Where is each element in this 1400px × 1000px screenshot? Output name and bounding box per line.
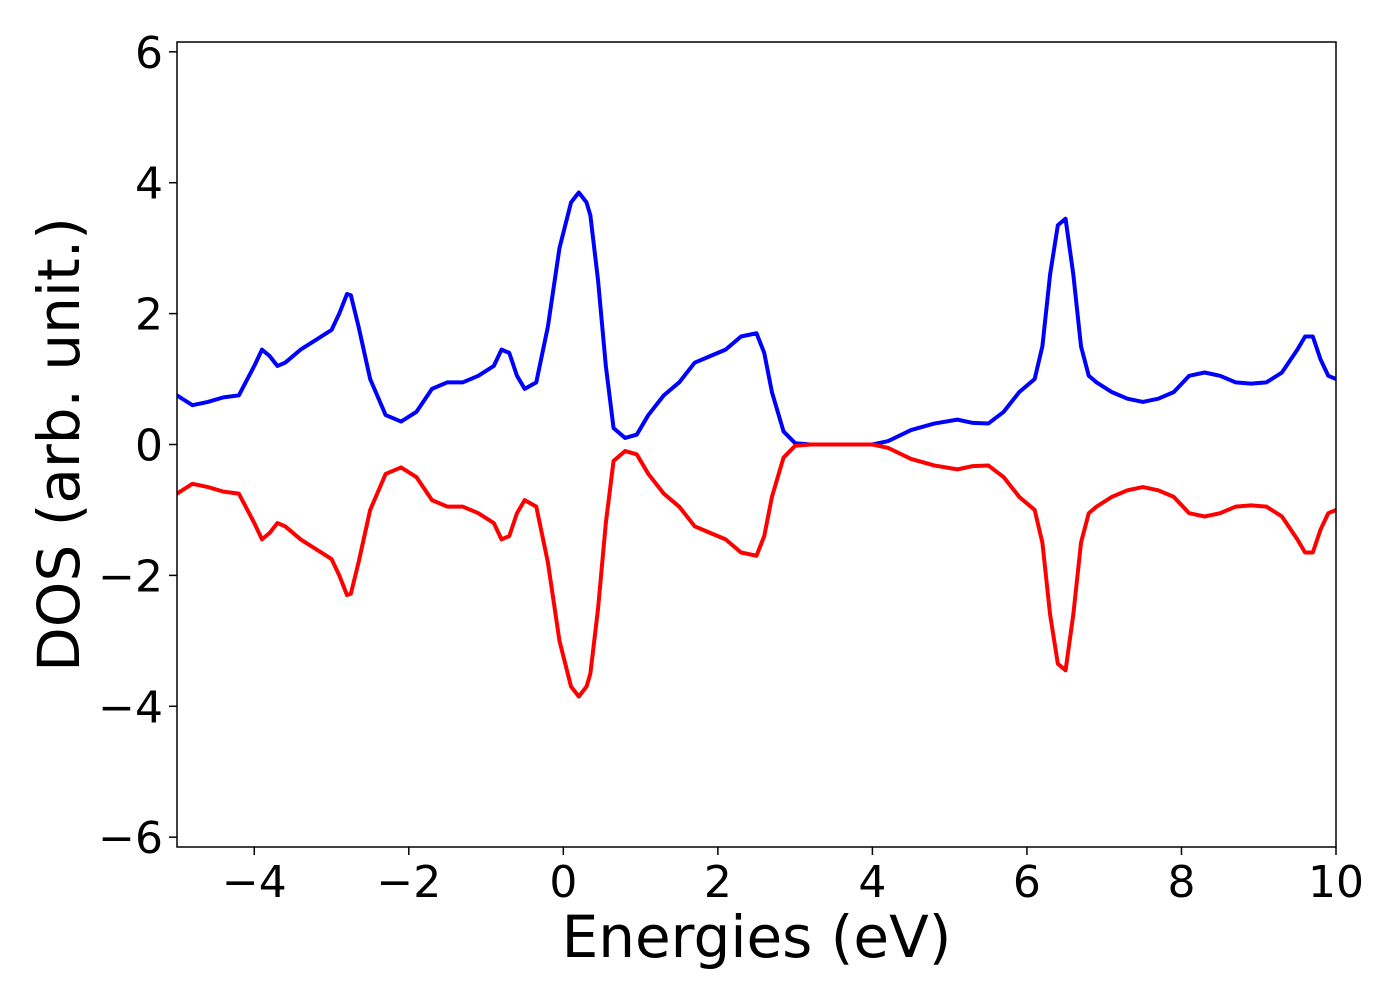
y-tick-label: 6 [135,28,163,79]
y-axis: −6 −4 −2 0 2 4 6 [98,28,177,864]
series-line-2 [177,442,1336,699]
x-tick-label: 8 [1167,857,1195,908]
x-tick-label: 0 [549,857,577,908]
y-tick-label: 0 [135,421,163,472]
x-tick-label: −4 [222,857,287,908]
x-tick-label: 4 [858,857,886,908]
x-tick-label: 6 [1013,857,1041,908]
x-tick-label: 2 [704,857,732,908]
x-tick-label: −2 [376,857,441,908]
y-tick-label: 2 [135,290,163,341]
y-tick-label: −2 [98,551,163,602]
y-axis-label: DOS (arb. unit.) [25,217,93,672]
y-tick-label: −4 [98,682,163,733]
x-axis-label: Energies (eV) [562,903,952,971]
series-line-1 [177,190,1336,447]
y-tick-label: −6 [98,813,163,864]
plot-frame [176,41,1337,848]
x-tick-label: 10 [1308,857,1364,908]
series-layer [177,190,1336,699]
y-tick-label: 4 [135,159,163,210]
x-axis: −4 −2 0 2 4 6 8 10 [222,847,1364,908]
